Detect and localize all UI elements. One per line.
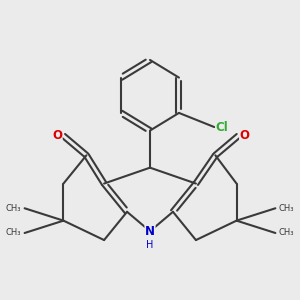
Text: H: H [146,240,154,250]
Text: CH₃: CH₃ [279,204,294,213]
Text: Cl: Cl [216,121,228,134]
Text: CH₃: CH₃ [6,204,21,213]
Text: N: N [145,225,155,238]
Text: CH₃: CH₃ [279,229,294,238]
Text: O: O [240,129,250,142]
Text: O: O [52,129,62,142]
Text: CH₃: CH₃ [6,229,21,238]
